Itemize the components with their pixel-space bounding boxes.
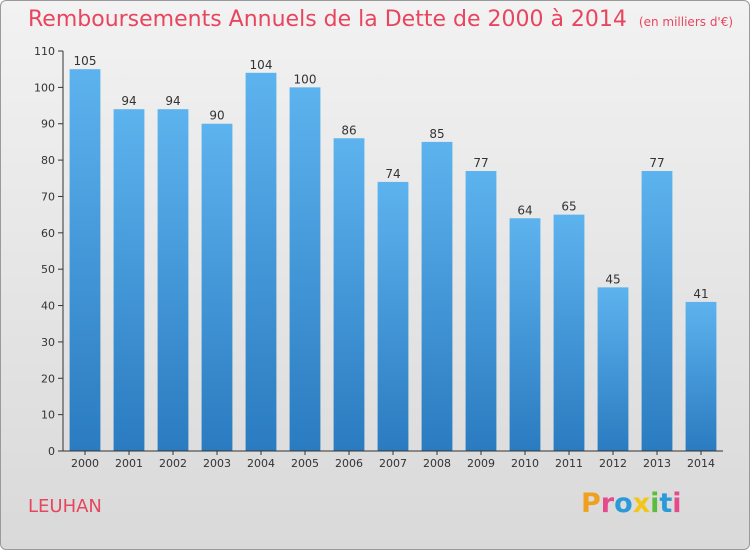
bar — [421, 141, 453, 451]
bar-value-label: 86 — [341, 123, 356, 137]
x-tick-label: 2007 — [379, 457, 407, 470]
bar-value-label: 74 — [385, 167, 400, 181]
x-tick-label: 2003 — [203, 457, 231, 470]
proxiti-logo-letter: t — [659, 488, 673, 519]
bar-value-label: 77 — [649, 156, 664, 170]
chart-title: Remboursements Annuels de la Dette de 20… — [28, 7, 733, 32]
bar — [597, 287, 629, 451]
x-tick-label: 2010 — [511, 457, 539, 470]
x-tick-label: 2011 — [555, 457, 583, 470]
bar-value-label: 94 — [121, 94, 136, 108]
y-tick-label: 90 — [41, 118, 55, 131]
y-tick-label: 60 — [41, 227, 55, 240]
x-tick-label: 2006 — [335, 457, 363, 470]
bar — [157, 109, 189, 452]
x-tick-label: 2008 — [423, 457, 451, 470]
proxiti-logo-letter: P — [581, 488, 601, 519]
bar-value-label: 100 — [294, 72, 317, 86]
bar-value-label: 85 — [429, 127, 444, 141]
x-tick-label: 2012 — [599, 457, 627, 470]
bar — [69, 69, 101, 452]
bar — [465, 171, 497, 451]
y-tick-label: 100 — [34, 81, 55, 94]
bar-value-label: 65 — [561, 200, 576, 214]
x-tick-label: 2005 — [291, 457, 319, 470]
commune-name: LEUHAN — [28, 496, 102, 517]
y-tick-label: 20 — [41, 372, 55, 385]
bar — [333, 138, 365, 451]
y-tick-label: 70 — [41, 190, 55, 203]
y-tick-label: 110 — [34, 45, 55, 58]
bar — [113, 109, 145, 452]
bar — [245, 72, 277, 451]
x-tick-label: 2014 — [687, 457, 715, 470]
x-tick-label: 2009 — [467, 457, 495, 470]
y-tick-label: 80 — [41, 154, 55, 167]
x-tick-label: 2001 — [115, 457, 143, 470]
y-tick-label: 30 — [41, 336, 55, 349]
bar — [377, 181, 409, 451]
x-tick-label: 2000 — [71, 457, 99, 470]
bar — [509, 218, 541, 451]
x-tick-label: 2013 — [643, 457, 671, 470]
chart-title-main: Remboursements Annuels de la Dette de 20… — [28, 7, 627, 32]
y-tick-label: 50 — [41, 263, 55, 276]
y-tick-label: 10 — [41, 409, 55, 422]
bar — [201, 123, 233, 451]
y-tick-label: 0 — [48, 445, 55, 458]
bar-value-label: 64 — [517, 203, 532, 217]
bar — [553, 214, 585, 451]
bar — [685, 301, 717, 451]
proxiti-logo-letter: x — [632, 488, 651, 519]
bar-value-label: 94 — [165, 94, 180, 108]
bar-value-label: 104 — [250, 58, 273, 72]
chart-title-unit: (en milliers d'€) — [638, 15, 734, 29]
x-tick-label: 2002 — [159, 457, 187, 470]
proxiti-logo-letter: i — [650, 488, 660, 519]
bar — [641, 171, 673, 451]
proxiti-logo-letter: o — [614, 488, 633, 519]
proxiti-logo-letter: i — [672, 488, 682, 519]
bar-value-label: 90 — [209, 109, 224, 123]
bar-value-label: 45 — [605, 272, 620, 286]
bar-value-label: 41 — [693, 287, 708, 301]
proxiti-logo[interactable]: Proxiti — [581, 488, 682, 519]
bar — [289, 87, 321, 452]
proxiti-logo-letter: r — [600, 488, 615, 519]
bar-value-label: 77 — [473, 156, 488, 170]
y-tick-label: 40 — [41, 300, 55, 313]
x-tick-label: 2004 — [247, 457, 275, 470]
bar-value-label: 105 — [74, 54, 97, 68]
